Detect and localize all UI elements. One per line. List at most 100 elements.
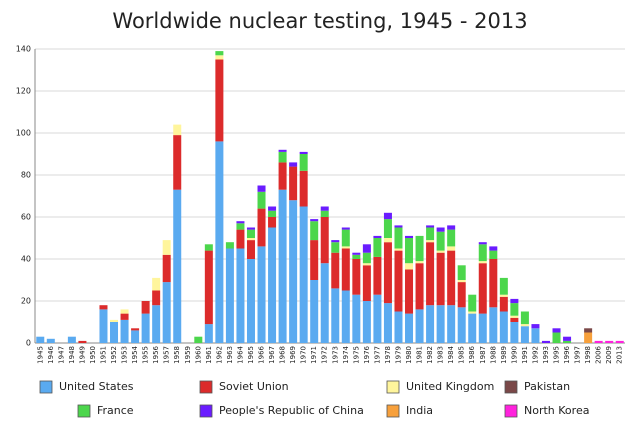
bar-segment xyxy=(426,242,435,306)
bar-segment xyxy=(436,305,445,343)
bar-segment xyxy=(310,240,319,280)
bar-segment xyxy=(447,229,456,247)
x-tick-label: 1961 xyxy=(205,346,213,364)
x-tick-label: 1995 xyxy=(553,346,561,364)
y-tick-label: 0 xyxy=(26,339,31,348)
bar-segment xyxy=(352,252,361,255)
x-tick-label: 1985 xyxy=(458,346,466,364)
bar-segment xyxy=(78,340,87,343)
bar-segment xyxy=(299,154,308,171)
legend-label: Pakistan xyxy=(524,380,570,393)
bar-segment xyxy=(36,336,45,343)
x-tick-label: 1987 xyxy=(479,346,487,364)
bar-segment xyxy=(394,250,403,312)
x-tick-label: 1956 xyxy=(152,345,160,363)
x-tick-label: 1986 xyxy=(468,345,476,363)
x-tick-label: 1969 xyxy=(289,346,297,364)
bar-segment xyxy=(67,336,76,343)
bar-segment xyxy=(552,328,561,333)
bar-segment xyxy=(99,309,108,343)
bar-segment xyxy=(204,324,213,343)
bar-segment xyxy=(383,303,392,343)
bar-segment xyxy=(341,290,350,343)
bar-segment xyxy=(394,227,403,249)
bar-segment xyxy=(341,246,350,249)
bar-segment xyxy=(299,170,308,207)
bar-segment xyxy=(152,290,161,306)
x-tick-label: 1998 xyxy=(584,346,592,364)
bar-segment xyxy=(520,326,529,343)
bar-segment xyxy=(383,242,392,304)
bar-segment xyxy=(131,330,140,343)
bar-segment xyxy=(447,250,456,306)
bar-segment xyxy=(257,191,266,209)
x-tick-label: 1970 xyxy=(300,346,308,364)
x-tick-label: 1989 xyxy=(500,346,508,364)
bar-segment xyxy=(489,259,498,308)
x-tick-label: 1984 xyxy=(447,345,455,363)
bar-segment xyxy=(594,340,603,343)
bar-segment xyxy=(584,332,593,343)
x-tick-label: 1955 xyxy=(142,346,150,364)
bar-segment xyxy=(278,149,287,152)
x-tick-label: 1952 xyxy=(110,346,118,364)
legend-swatch xyxy=(77,404,91,418)
x-tick-label: 1950 xyxy=(89,346,97,364)
x-tick-label: 1948 xyxy=(68,346,76,364)
bar-segment xyxy=(499,296,508,312)
bar-segment xyxy=(373,235,382,238)
x-tick-label: 1979 xyxy=(394,346,402,364)
bar-segment xyxy=(563,336,572,341)
bar-segment xyxy=(362,301,371,343)
y-tick-label: 80 xyxy=(21,171,31,180)
x-tick-label: 1991 xyxy=(521,346,529,364)
bar-segment xyxy=(352,254,361,259)
x-tick-label: 1953 xyxy=(121,346,129,364)
y-tick-label: 40 xyxy=(21,255,31,264)
bar-segment xyxy=(563,340,572,343)
bar-segment xyxy=(204,250,213,325)
x-tick-label: 1967 xyxy=(268,346,276,364)
x-tick-label: 1949 xyxy=(78,346,86,364)
bar-segment xyxy=(173,135,182,190)
bar-segment xyxy=(225,248,234,343)
bar-segment xyxy=(510,315,519,318)
y-tick-label: 140 xyxy=(16,45,31,54)
legend-swatch xyxy=(386,404,400,418)
bar-segment xyxy=(426,305,435,343)
bar-segment xyxy=(236,223,245,230)
bar-segment xyxy=(457,307,466,343)
bar-segment xyxy=(531,324,540,329)
bar-segment xyxy=(489,250,498,259)
bar-segment xyxy=(373,294,382,343)
bar-segment xyxy=(299,151,308,154)
bar-segment xyxy=(257,185,266,192)
x-tick-label: 1947 xyxy=(57,346,65,364)
bar-segment xyxy=(405,238,414,264)
bar-segment xyxy=(152,277,161,291)
bar-segment xyxy=(415,263,424,310)
bar-segment xyxy=(246,240,255,259)
bar-segment xyxy=(268,210,277,217)
bar-segment xyxy=(552,332,561,343)
legend-swatch xyxy=(504,380,518,394)
x-tick-label: 1971 xyxy=(310,346,318,364)
bar-segment xyxy=(468,313,477,343)
bar-segment xyxy=(447,305,456,343)
x-tick-label: 1962 xyxy=(215,346,223,364)
bar-segment xyxy=(478,313,487,343)
bar-segment xyxy=(352,259,361,295)
bar-segment xyxy=(436,250,445,253)
bar-segment xyxy=(46,338,55,343)
legend-label: India xyxy=(406,404,433,417)
bar-segment xyxy=(415,235,424,262)
bar-segment xyxy=(415,309,424,343)
legend-label: United States xyxy=(59,380,134,393)
bar-segment xyxy=(110,319,119,322)
bar-segment xyxy=(489,307,498,343)
bar-segment xyxy=(289,166,298,201)
bar-segment xyxy=(341,229,350,247)
bar-segment xyxy=(215,51,224,56)
bar-segment xyxy=(362,252,371,264)
